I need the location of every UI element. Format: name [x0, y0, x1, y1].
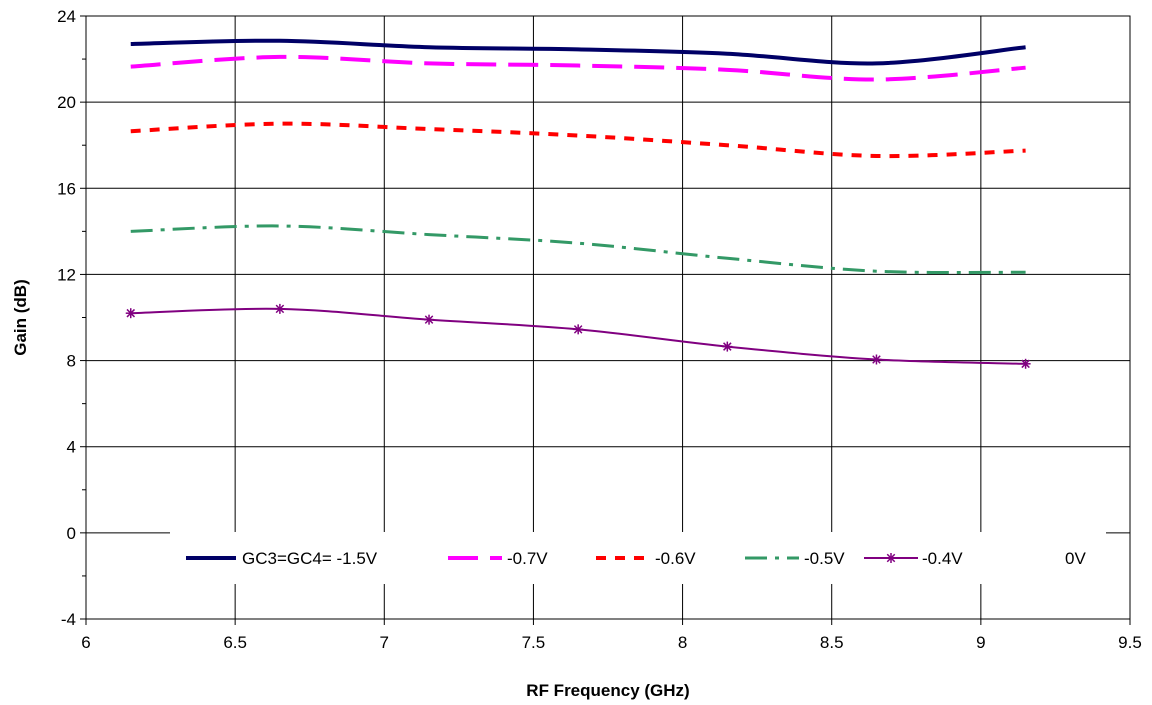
series-line-3 — [130, 224, 1026, 275]
star-stroke — [1021, 359, 1030, 369]
x-tick-label: 8.5 — [820, 633, 844, 652]
y-tick-label: 4 — [67, 438, 76, 457]
y-tick-label: 20 — [57, 93, 76, 112]
legend-label-2: -0.6V — [655, 549, 696, 568]
y-tick-label: 16 — [57, 179, 76, 198]
x-tick-label: 9.5 — [1118, 633, 1142, 652]
series-line-0 — [130, 38, 1026, 66]
x-tick-label: 6.5 — [223, 633, 247, 652]
y-tick-label: -4 — [61, 610, 76, 629]
star-stroke — [573, 325, 583, 334]
grid-layer — [86, 16, 1130, 619]
x-tick-label: 6 — [81, 633, 90, 652]
series-layer — [125, 38, 1031, 369]
series-line-2 — [130, 121, 1026, 159]
y-tick-label: 24 — [57, 7, 76, 26]
star-stroke — [126, 308, 136, 318]
star-stroke — [872, 355, 881, 364]
legend-label-3: -0.5V — [804, 549, 845, 568]
x-tick-label: 7 — [380, 633, 389, 652]
series-line-4 — [130, 307, 1026, 365]
legend-marker-4 — [886, 553, 896, 563]
x-tick-label: 7.5 — [522, 633, 546, 652]
star-stroke — [723, 342, 732, 351]
legend-label-1: -0.7V — [507, 549, 548, 568]
x-axis-title: RF Frequency (GHz) — [526, 681, 689, 700]
plot-frame — [85, 15, 1131, 620]
series-line-1 — [130, 54, 1026, 82]
star-stroke — [424, 315, 434, 324]
legend-label-0: GC3=GC4= -1.5V — [242, 549, 378, 568]
data-point-4 — [722, 341, 733, 352]
y-tick-label: 0 — [67, 524, 76, 543]
data-point-4 — [1020, 358, 1031, 369]
y-tick-label: 8 — [67, 352, 76, 371]
data-point-4 — [274, 303, 285, 314]
axis-layer: 6 6.5 7 7.5 8 8.5 9 9.5 -4 0 4 8 12 16 20 24 — [57, 7, 1142, 652]
legend-layer: GC3=GC4= -1.5V -0.7V -0.6V -0.5V -0.4V 0V — [186, 549, 1086, 568]
data-point-4 — [573, 324, 584, 335]
data-point-4 — [424, 314, 435, 325]
star-stroke — [275, 304, 285, 314]
data-point-4 — [871, 354, 882, 365]
data-point-4 — [125, 308, 136, 319]
y-tick-label: 12 — [57, 265, 76, 284]
x-tick-label: 8 — [678, 633, 687, 652]
legend-label-5: 0V — [1065, 549, 1086, 568]
y-axis-title: Gain (dB) — [11, 279, 30, 356]
star-stroke — [886, 553, 896, 563]
x-tick-label: 9 — [976, 633, 985, 652]
legend-label-4: -0.4V — [922, 549, 963, 568]
